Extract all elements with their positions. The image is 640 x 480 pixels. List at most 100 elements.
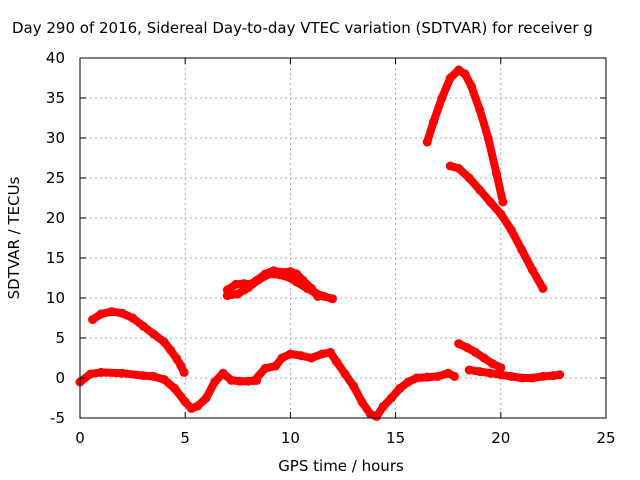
data-point bbox=[496, 363, 506, 373]
data-point bbox=[450, 371, 459, 381]
data-point bbox=[149, 371, 159, 381]
y-tick-label: 15 bbox=[46, 249, 65, 267]
data-point bbox=[117, 308, 127, 318]
data-point bbox=[454, 163, 464, 173]
series-track-3 bbox=[88, 307, 189, 377]
data-point bbox=[454, 339, 464, 349]
data-point bbox=[372, 411, 382, 421]
y-tick-label: 35 bbox=[46, 89, 65, 107]
data-point bbox=[260, 269, 270, 279]
data-point bbox=[277, 353, 287, 363]
data-point bbox=[475, 367, 485, 377]
data-point bbox=[412, 373, 422, 383]
y-tick-label: 25 bbox=[46, 169, 65, 187]
data-point bbox=[445, 161, 455, 171]
data-point bbox=[166, 345, 175, 355]
data-point bbox=[222, 285, 232, 295]
data-point bbox=[517, 245, 527, 255]
data-point bbox=[159, 375, 169, 385]
data-point bbox=[403, 377, 413, 387]
y-tick-label: 5 bbox=[55, 329, 65, 347]
data-point bbox=[306, 283, 316, 293]
data-point bbox=[527, 265, 537, 275]
data-point bbox=[128, 313, 138, 323]
data-point bbox=[433, 371, 443, 381]
x-tick-label: 0 bbox=[75, 429, 85, 447]
chart-title: Day 290 of 2016, Sidereal Day-to-day VTE… bbox=[12, 19, 593, 37]
x-tick-label: 25 bbox=[596, 429, 615, 447]
data-point bbox=[464, 365, 474, 375]
data-point bbox=[149, 329, 159, 339]
data-point bbox=[422, 372, 432, 382]
data-point bbox=[271, 361, 281, 371]
data-point bbox=[117, 368, 127, 378]
x-tick-label: 15 bbox=[386, 429, 405, 447]
data-point bbox=[538, 371, 548, 381]
plot-frame bbox=[79, 57, 607, 419]
data-point bbox=[445, 73, 455, 83]
data-point bbox=[180, 397, 190, 407]
data-point bbox=[193, 401, 203, 411]
grid bbox=[80, 58, 606, 418]
data-point bbox=[260, 363, 270, 373]
data-point bbox=[285, 349, 295, 359]
data-point bbox=[492, 169, 502, 179]
data-point bbox=[325, 347, 335, 357]
data-point bbox=[86, 369, 95, 379]
data-point bbox=[517, 373, 527, 383]
series-line bbox=[446, 162, 547, 293]
data-point bbox=[471, 347, 481, 357]
data-point bbox=[227, 375, 236, 385]
series-layer bbox=[75, 65, 565, 421]
y-tick-label: 20 bbox=[46, 209, 65, 227]
axis-ticks: 0 5 10 15 20 25 -5 0 5 10 15 20 25 30 35 40 bbox=[46, 49, 616, 447]
data-point bbox=[250, 375, 260, 385]
data-point bbox=[298, 275, 308, 285]
series-track-9 bbox=[464, 365, 565, 383]
data-point bbox=[464, 173, 474, 183]
data-point bbox=[210, 377, 220, 387]
data-point bbox=[395, 383, 405, 393]
data-point bbox=[277, 267, 287, 277]
data-point bbox=[437, 93, 447, 103]
data-point bbox=[506, 225, 516, 235]
data-point bbox=[179, 367, 189, 377]
series-track-7 bbox=[445, 161, 548, 293]
data-point bbox=[485, 197, 495, 207]
x-axis-label: GPS time / hours bbox=[278, 457, 404, 475]
data-point bbox=[479, 353, 489, 363]
data-point bbox=[496, 209, 506, 219]
data-point bbox=[313, 291, 323, 301]
data-point bbox=[485, 368, 495, 378]
data-point bbox=[386, 393, 396, 403]
data-point bbox=[349, 381, 358, 391]
data-point bbox=[506, 371, 516, 381]
data-point bbox=[332, 357, 342, 367]
data-point bbox=[487, 359, 497, 369]
series-line bbox=[88, 307, 189, 377]
data-point bbox=[328, 294, 337, 304]
data-point bbox=[231, 279, 241, 289]
data-point bbox=[555, 370, 565, 380]
y-tick-label: 30 bbox=[46, 129, 65, 147]
series-line bbox=[465, 366, 564, 382]
series-track-1 bbox=[75, 367, 262, 413]
y-axis-label: SDTVAR / TECUs bbox=[5, 176, 23, 299]
data-point bbox=[498, 197, 508, 207]
data-point bbox=[422, 137, 432, 147]
data-point bbox=[170, 383, 180, 393]
data-point bbox=[172, 354, 182, 364]
data-point bbox=[96, 309, 106, 319]
data-point bbox=[466, 81, 476, 91]
data-point bbox=[107, 307, 117, 317]
x-tick-label: 10 bbox=[281, 429, 300, 447]
x-tick-label: 20 bbox=[491, 429, 510, 447]
y-tick-label: 10 bbox=[46, 289, 65, 307]
data-point bbox=[429, 117, 438, 127]
y-tick-label: 40 bbox=[46, 49, 65, 67]
data-point bbox=[538, 283, 548, 293]
x-tick-label: 5 bbox=[180, 429, 190, 447]
data-point bbox=[357, 397, 367, 407]
data-point bbox=[527, 373, 537, 383]
